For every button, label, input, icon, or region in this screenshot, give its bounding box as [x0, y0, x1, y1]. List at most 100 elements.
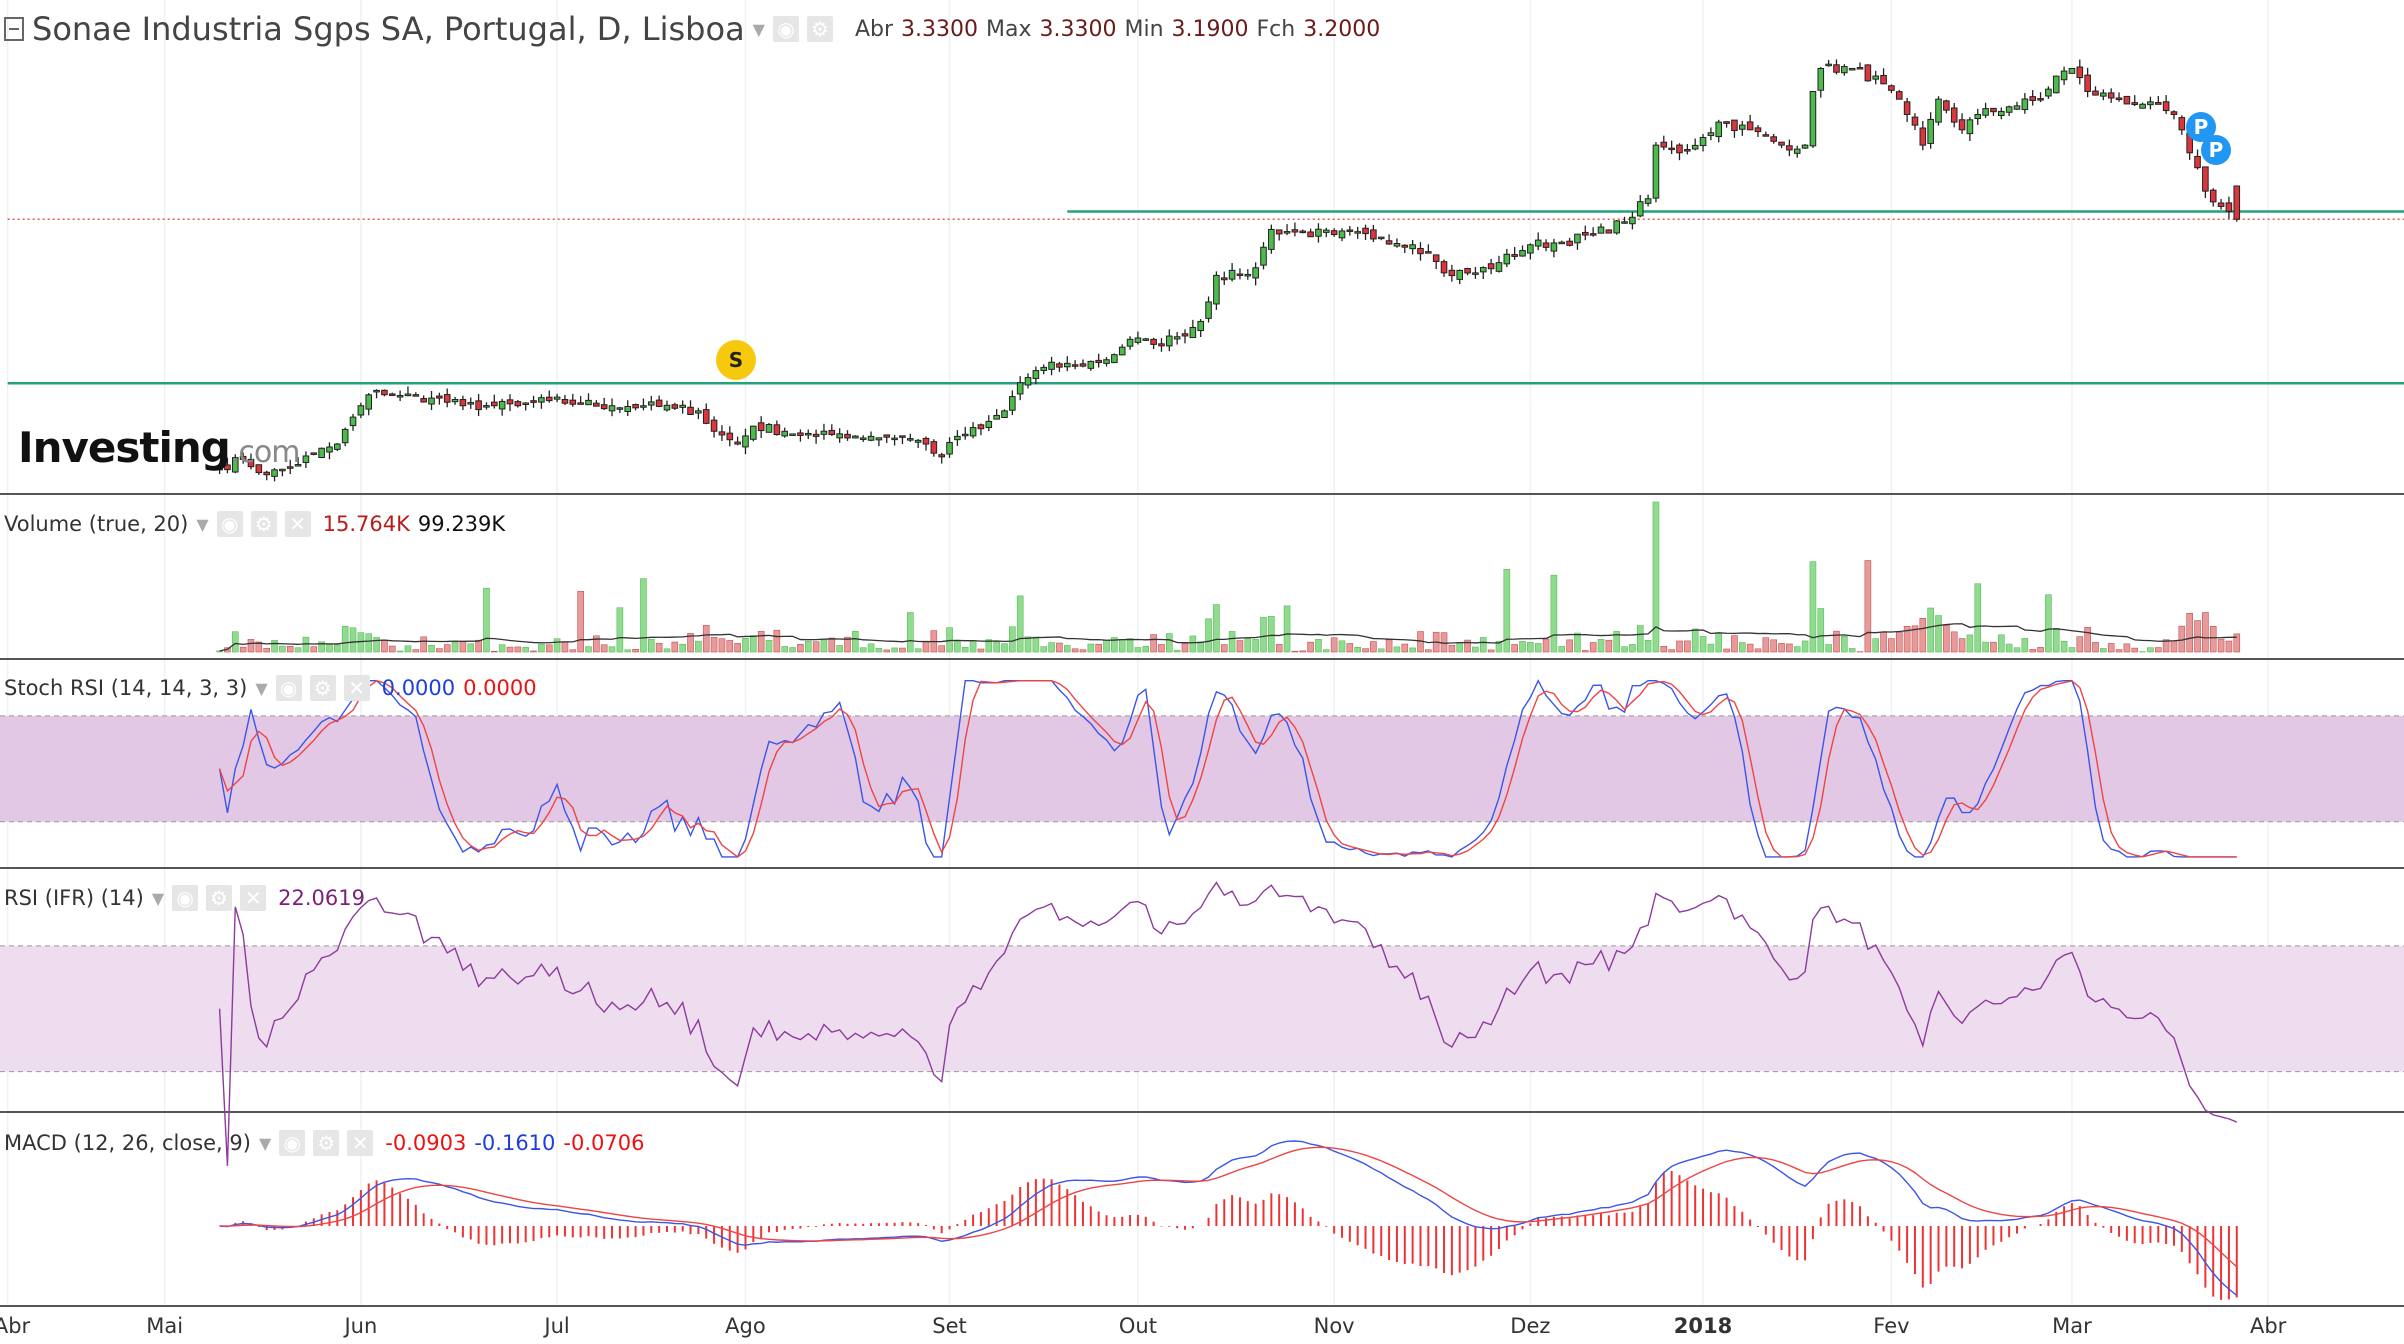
candle [695, 410, 702, 414]
volume-bar [318, 641, 325, 653]
volume-bar [530, 650, 537, 653]
close-icon[interactable]: ✕ [284, 511, 311, 537]
candle [498, 400, 506, 410]
ohlc-open-label: Abr [854, 16, 894, 42]
gear-icon[interactable]: ⚙ [806, 16, 833, 42]
candle [1660, 141, 1668, 148]
candle [1322, 229, 1330, 233]
candle [1550, 242, 1558, 252]
candle [1582, 231, 1589, 236]
candle [1056, 363, 1063, 368]
volume-bar [1495, 641, 1503, 653]
volume-bar [1801, 640, 1809, 653]
volume-bar [1629, 644, 1636, 653]
eye-icon[interactable]: ◉ [279, 1130, 306, 1156]
volume-bar [2060, 641, 2068, 653]
candle [1181, 333, 1189, 337]
gear-icon[interactable]: ⚙ [250, 511, 277, 537]
candle [663, 404, 671, 411]
event-marker-p[interactable]: P [2186, 112, 2216, 142]
volume-bar [757, 631, 765, 653]
volume-bar [820, 639, 828, 653]
close-icon[interactable]: ✕ [240, 885, 267, 911]
volume-title[interactable]: Volume (true, 20) [4, 512, 189, 536]
volume-bar [1511, 644, 1518, 653]
candle [1393, 243, 1401, 247]
eye-icon[interactable]: ◉ [216, 511, 243, 537]
ohlc-open-value: 3.3300 [901, 16, 979, 42]
candle [2076, 66, 2084, 79]
gear-icon[interactable]: ⚙ [313, 1130, 340, 1156]
candle [875, 437, 883, 441]
candle [2233, 185, 2241, 220]
event-marker-s[interactable]: S [716, 340, 756, 380]
candle [1738, 124, 1746, 130]
volume-bar [1346, 643, 1354, 653]
close-icon[interactable]: ✕ [347, 1130, 374, 1156]
candle [1291, 229, 1299, 233]
candle [1636, 201, 1644, 217]
candle [647, 401, 655, 406]
volume-bar [1872, 638, 1880, 653]
candle [632, 404, 639, 409]
volume-bar [326, 644, 333, 653]
x-tick-label: Nov [1313, 1314, 1355, 1338]
event-marker-p[interactable]: P [2201, 135, 2231, 165]
candle [1252, 267, 1259, 279]
volume-bar [1668, 649, 1675, 653]
volume-bar [844, 636, 851, 653]
eye-icon[interactable]: ◉ [172, 885, 199, 911]
candle [1307, 231, 1314, 238]
gear-icon[interactable]: ⚙ [309, 675, 336, 701]
chevron-down-icon[interactable]: ▼ [151, 888, 165, 908]
volume-bar [1691, 628, 1699, 653]
close-icon[interactable]: ✕ [343, 675, 370, 701]
candle [1103, 359, 1110, 364]
candle [1966, 119, 1974, 135]
volume-bar [1707, 643, 1715, 653]
volume-bar [483, 587, 490, 653]
volume-bar [1299, 650, 1307, 653]
volume-bar [891, 647, 898, 653]
volume-bar [1409, 647, 1416, 653]
stoch-title[interactable]: Stoch RSI (14, 14, 3, 3) [4, 676, 248, 700]
volume-bar [914, 648, 922, 653]
volume-bar [294, 647, 302, 653]
volume-bar [2021, 638, 2029, 653]
volume-bar [302, 636, 310, 653]
collapse-icon[interactable] [4, 17, 24, 41]
symbol-title[interactable]: Sonae Industria Sgps SA, Portugal, D, Li… [32, 10, 745, 48]
candle [1479, 267, 1487, 273]
candle [1095, 359, 1102, 364]
candle [1048, 361, 1055, 370]
candle [239, 455, 247, 460]
candle [388, 393, 396, 396]
volume-bar [561, 641, 569, 653]
macd-title[interactable]: MACD (12, 26, close, 9) [4, 1131, 251, 1155]
volume-bar [1040, 646, 1048, 653]
volume-bar [239, 646, 247, 653]
candle [1126, 338, 1134, 347]
rsi-title[interactable]: RSI (IFR) (14) [4, 886, 144, 910]
volume-bar [491, 650, 498, 653]
eye-icon[interactable]: ◉ [275, 675, 302, 701]
chevron-down-icon[interactable]: ▼ [196, 514, 209, 534]
ohlc-close-value: 3.2000 [1303, 16, 1381, 42]
candle [1895, 91, 1903, 100]
x-tick-label: Fev [1873, 1314, 1910, 1338]
volume-bar [420, 636, 427, 653]
candle [1456, 269, 1464, 280]
candle [1228, 269, 1236, 280]
eye-icon[interactable]: ◉ [772, 16, 799, 42]
volume-bar [2202, 612, 2209, 653]
chevron-down-icon[interactable]: ▼ [752, 19, 765, 39]
gear-icon[interactable]: ⚙ [206, 885, 233, 911]
volume-bar [1723, 648, 1730, 653]
candle [1974, 113, 1982, 120]
candle [1880, 74, 1887, 85]
volume-bar [1456, 642, 1464, 653]
chevron-down-icon[interactable]: ▼ [258, 1133, 272, 1153]
chevron-down-icon[interactable]: ▼ [255, 678, 268, 698]
volume-bar [640, 578, 647, 653]
